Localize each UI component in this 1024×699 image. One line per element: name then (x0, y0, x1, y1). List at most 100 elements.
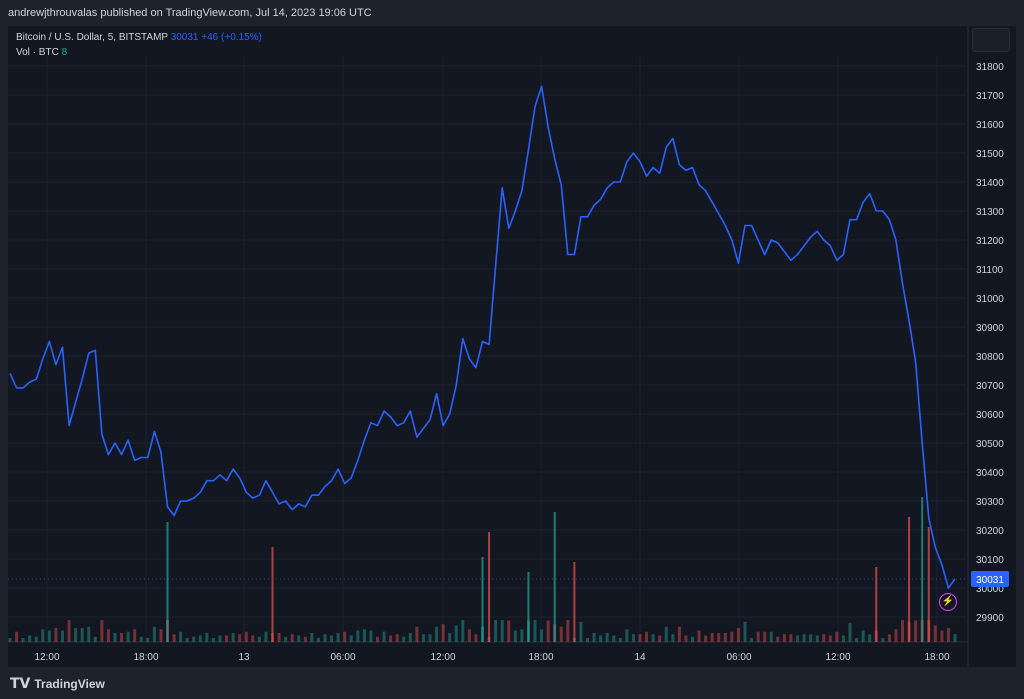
volume-bar (677, 626, 681, 642)
tradingview-logo[interactable]: TV TradingView (10, 676, 105, 692)
volume-bar (330, 635, 334, 642)
volume-bar (448, 633, 452, 642)
y-tick-label: 31800 (976, 62, 1004, 73)
volume-bar (211, 638, 215, 642)
symbol-name: Bitcoin / U.S. Dollar, 5, BITSTAMP (16, 32, 168, 43)
y-tick-label: 31300 (976, 207, 1004, 218)
x-tick-label: 13 (238, 652, 250, 663)
chart-area[interactable]: Bitcoin / U.S. Dollar, 5, BITSTAMP 30031… (8, 26, 1016, 667)
y-tick-label: 31200 (976, 236, 1004, 247)
price-label-box (971, 571, 1009, 588)
volume-bar (389, 635, 393, 642)
volume-bar (159, 629, 163, 642)
volume-bar (100, 620, 104, 642)
volume-bar (769, 631, 773, 642)
volume-bar (908, 517, 911, 642)
x-tick-label: 18:00 (528, 652, 553, 663)
symbol-legend[interactable]: Bitcoin / U.S. Dollar, 5, BITSTAMP 30031… (16, 32, 262, 43)
volume-bar (93, 636, 97, 642)
volume-bar (106, 629, 110, 642)
volume-bar (868, 634, 872, 642)
tradingview-brand: TradingView (34, 677, 105, 691)
volume-bar (946, 628, 950, 642)
volume-bar (638, 634, 642, 642)
volume-bar (316, 638, 320, 642)
volume-bar (369, 630, 373, 642)
x-tick-label: 06:00 (330, 652, 355, 663)
y-tick-label: 31100 (976, 265, 1004, 276)
volume-bar (120, 633, 124, 642)
volume-bar (573, 562, 576, 642)
volume-bar (185, 638, 189, 642)
volume-bar (717, 633, 721, 642)
volume-label: Vol · BTC (16, 47, 59, 58)
volume-bar (441, 624, 445, 642)
volume-bar (271, 547, 274, 642)
y-tick-label: 30700 (976, 381, 1004, 392)
volume-bar (809, 634, 813, 642)
volume-bar (152, 626, 156, 642)
y-tick-label: 31500 (976, 149, 1004, 160)
volume-bar (763, 631, 767, 642)
volume-bar (303, 636, 307, 642)
volume-bar (527, 572, 530, 642)
volume-bar (914, 620, 918, 642)
volume-bar (290, 634, 294, 642)
y-tick-label: 29900 (976, 613, 1004, 624)
volume-bar (691, 636, 694, 642)
volume-bar (881, 638, 885, 642)
volume-bar (631, 634, 635, 642)
tradingview-logo-icon: TV (10, 676, 31, 692)
volume-bar (238, 634, 242, 642)
volume-bar (540, 629, 544, 642)
volume-bar (559, 626, 563, 642)
price-line (9, 85, 956, 589)
price-change: +46 (+0.15%) (201, 32, 262, 43)
volume-bar (507, 620, 511, 642)
volume-bar (435, 626, 439, 642)
y-tick-label: 30800 (976, 352, 1004, 363)
volume-bar (415, 626, 419, 642)
volume-bar (940, 630, 944, 642)
volume-bar (428, 634, 432, 642)
volume-bar (796, 635, 799, 642)
volume-bar (618, 638, 622, 642)
volume-bar (782, 634, 786, 642)
volume-bar (488, 532, 491, 642)
volume-bar (599, 635, 603, 642)
volume-bar (179, 631, 183, 642)
volume-bar (533, 620, 537, 642)
volume-bar (933, 625, 937, 642)
y-tick-label: 30200 (976, 526, 1004, 537)
volume-bar (586, 638, 589, 642)
volume-bar (61, 630, 64, 642)
volume-bar (481, 557, 484, 642)
volume-bar (841, 635, 845, 642)
volume-bar (513, 630, 517, 642)
x-tick-label: 12:00 (430, 652, 455, 663)
volume-bar (494, 620, 498, 642)
volume-bar (382, 631, 386, 642)
volume-bar (257, 636, 261, 642)
volume-bar (553, 512, 556, 642)
volume-bar (362, 629, 366, 642)
volume-bar (80, 628, 84, 642)
volume-bar (848, 623, 852, 642)
price-label: 30031 (976, 575, 1004, 586)
volume-value: 8 (61, 47, 68, 58)
lightning-icon[interactable]: ⚡ (939, 593, 957, 611)
volume-bar (454, 625, 458, 642)
volume-bar (756, 631, 760, 642)
volume-bar (336, 633, 340, 642)
volume-bar (343, 631, 347, 642)
volume-legend[interactable]: Vol · BTC 8 (16, 47, 67, 58)
x-tick-label: 14 (634, 652, 646, 663)
chart-settings-box[interactable] (972, 28, 1010, 52)
volume-bar (520, 629, 524, 642)
volume-bar (264, 631, 268, 642)
volume-bar (133, 629, 137, 642)
volume-bar (723, 633, 727, 642)
volume-bar (402, 636, 406, 642)
volume-bar (546, 620, 550, 642)
volume-bar (835, 631, 839, 642)
